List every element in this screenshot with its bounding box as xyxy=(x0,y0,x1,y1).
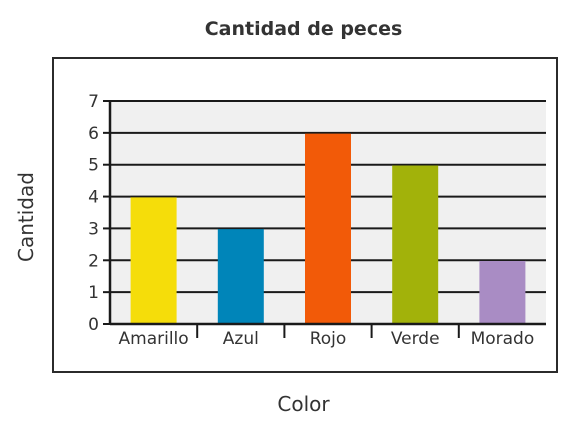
y-tick-label: 3 xyxy=(88,219,99,239)
bar xyxy=(392,164,439,324)
x-tick-label: Verde xyxy=(391,329,440,349)
bar xyxy=(305,132,351,324)
bar xyxy=(217,228,264,324)
chart-frame xyxy=(52,57,558,373)
y-tick-label: 1 xyxy=(88,283,99,303)
x-axis-label: Color xyxy=(277,392,330,416)
x-tick-label: Morado xyxy=(471,329,535,349)
y-tick-label: 2 xyxy=(88,251,99,271)
bar xyxy=(130,196,177,324)
y-tick-label: 0 xyxy=(88,315,99,335)
x-tick-label: Azul xyxy=(223,329,259,349)
x-tick-label: Amarillo xyxy=(119,329,189,349)
y-tick-label: 5 xyxy=(88,156,99,176)
y-tick-label: 7 xyxy=(88,92,99,112)
bar xyxy=(479,260,526,324)
chart-title: Cantidad de peces xyxy=(204,18,403,40)
y-tick-label: 6 xyxy=(88,124,99,144)
x-tick-label: Rojo xyxy=(310,329,347,349)
y-tick-label: 4 xyxy=(88,188,99,208)
